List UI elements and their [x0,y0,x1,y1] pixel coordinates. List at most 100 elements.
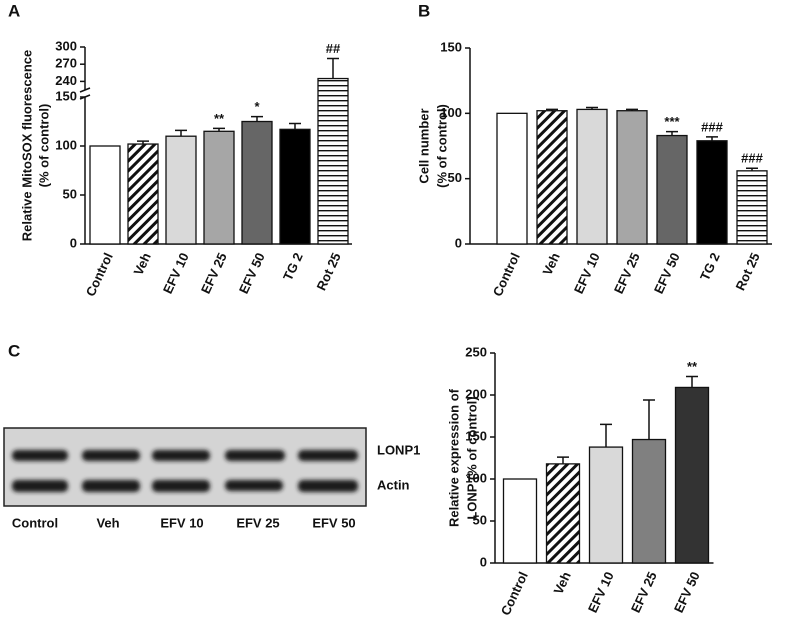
bar [127,143,159,245]
y-tick-label: 150 [440,39,462,54]
y-tick-label: 240 [55,73,77,88]
x-tick-label: EFV 25 [611,250,643,296]
x-tick-label: EFV 50 [651,250,683,296]
bar [736,170,768,245]
significance-label: ### [741,151,763,166]
x-tick-label: EFV 10 [160,250,192,296]
band-label: LONP1 [377,442,420,457]
y-axis-label: (% of control) [36,104,51,188]
y-tick-label: 150 [55,88,77,103]
x-tick-label: Control [83,250,116,298]
error-bar [546,108,558,111]
x-tick-label: EFV 10 [585,569,617,615]
axis-break [79,87,91,93]
y-tick-label: 270 [55,56,77,71]
y-axis-label: LONP (% of control) [464,396,479,519]
error-bar [626,108,638,111]
western-blot: LONP1 Actin Control Veh EFV 10 EFV 25 EF… [3,427,420,530]
bar [656,134,688,245]
y-tick-label: 0 [480,554,487,569]
y-tick-label: 150 [465,428,487,443]
bar [576,108,608,245]
x-tick-label: EFV 50 [671,569,703,615]
error-bar [600,423,612,448]
x-tick-label: EFV 10 [571,250,603,296]
y-tick-label: 0 [70,235,77,250]
panel-label: A [8,1,20,20]
x-tick-label: Rot 25 [732,250,762,292]
significance-label: * [254,99,260,114]
x-tick-label: TG 2 [280,250,306,283]
error-bar [706,136,718,141]
y-tick-label: 200 [465,386,487,401]
lane-label: Veh [96,515,119,530]
error-bar [289,122,301,130]
x-tick-label: Rot 25 [313,250,343,292]
error-bar [686,375,698,388]
error-bar [586,106,598,110]
error-bar [557,456,569,464]
bar [165,135,197,245]
error-bar [175,129,187,137]
y-tick-label: 100 [465,470,487,485]
y-tick-label: 50 [448,170,462,185]
bar [631,438,667,564]
bar [536,110,568,245]
bar [616,110,648,245]
bar [89,145,121,245]
significance-label: ## [326,41,341,56]
y-axis-label: Relative MitoSOX fluorescence [19,50,34,241]
error-bar [137,140,149,145]
x-tick-label: TG 2 [697,250,723,283]
bar [279,128,311,245]
x-tick-label: EFV 25 [628,569,660,615]
significance-label: *** [664,114,680,129]
y-tick-label: 0 [455,235,462,250]
lane-label: EFV 50 [312,515,355,530]
error-bar [666,130,678,136]
lane-label: EFV 10 [160,515,203,530]
y-tick-label: 100 [440,105,462,120]
error-bar [643,399,655,440]
y-tick-label: 50 [63,186,77,201]
axis-break [79,94,91,100]
x-tick-label: EFV 50 [236,250,268,296]
y-tick-label: 100 [55,137,77,152]
bar [241,120,273,245]
error-bar [213,127,225,132]
x-tick-label: Veh [539,250,562,277]
lane-label: Control [12,515,58,530]
bar [317,77,349,245]
x-tick-label: Veh [550,569,573,596]
x-tick-label: EFV 25 [198,250,230,296]
blot-membrane [3,427,367,507]
y-tick-label: 50 [473,512,487,527]
y-axis-label: Relative expression of [446,388,461,527]
x-tick-label: Control [498,569,531,617]
band-label: Actin [377,477,410,492]
lane-label: EFV 25 [236,515,279,530]
significance-label: ### [701,119,723,134]
bar [674,386,710,564]
y-tick-label: 300 [55,38,77,53]
panel-label: B [418,1,430,20]
x-tick-label: Control [490,250,523,298]
significance-label: ** [214,111,225,126]
bar [696,140,728,245]
bar [545,463,581,564]
bar [588,446,624,564]
error-bar [251,115,263,122]
significance-label: ** [687,359,698,374]
bar [496,112,528,245]
y-axis-label: Cell number [416,108,431,183]
panel-label: C [8,341,20,360]
error-bar [327,57,339,79]
error-bar [746,167,758,171]
bar [502,478,538,564]
x-tick-label: Veh [130,250,153,277]
blot-bands [12,450,358,492]
bar [203,130,235,245]
y-tick-label: 250 [465,344,487,359]
y-axis-label: (% of control) [434,104,449,188]
